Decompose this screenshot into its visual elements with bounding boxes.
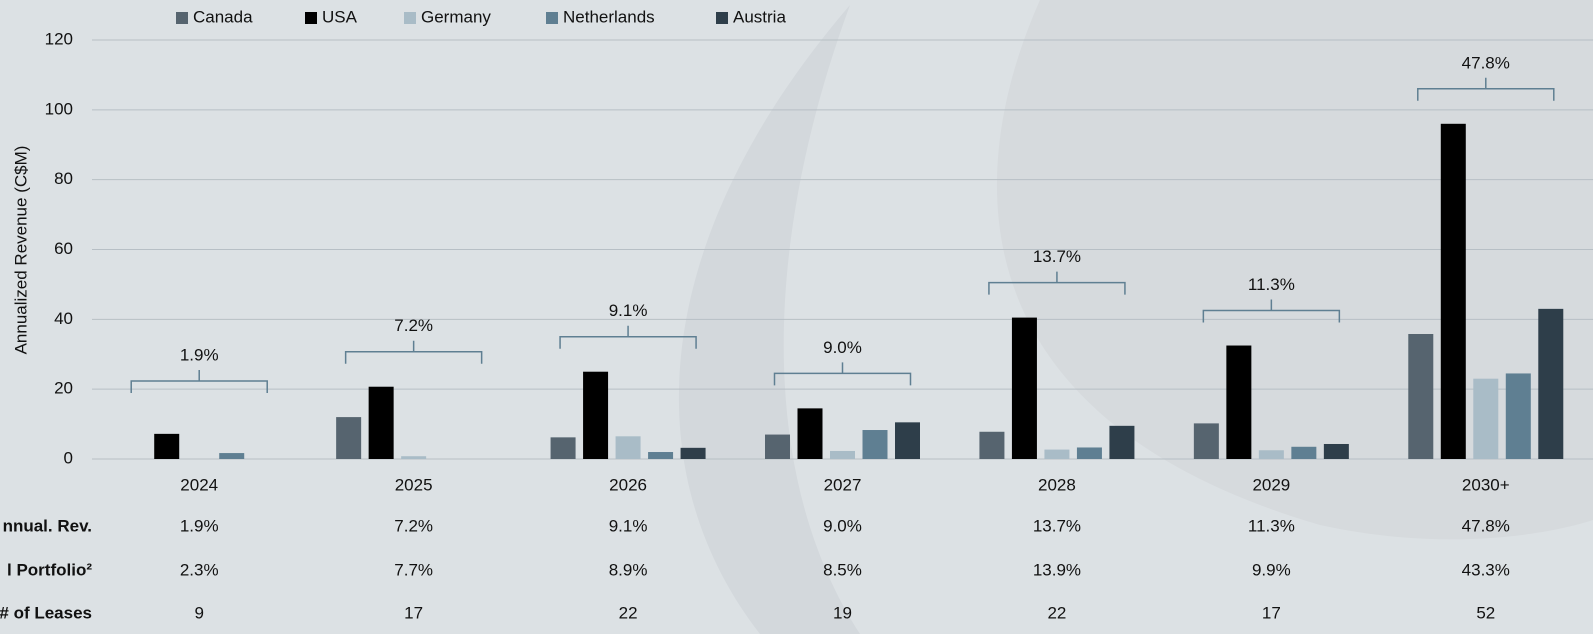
x-tick-label: 2026	[609, 475, 647, 494]
table-cell: 13.7%	[1033, 516, 1081, 535]
legend-swatch	[404, 12, 416, 24]
bar	[1011, 317, 1037, 459]
table-cell: 7.7%	[394, 560, 433, 579]
bar	[1538, 308, 1564, 459]
bar	[401, 456, 427, 459]
row-label: nnual. Rev.	[3, 516, 92, 535]
table-cell: 2.3%	[180, 560, 219, 579]
x-tick-label: 2029	[1252, 475, 1290, 494]
bar	[1291, 446, 1317, 459]
bar	[368, 386, 394, 459]
legend-label: Germany	[421, 7, 491, 26]
table-cell: 47.8%	[1462, 516, 1510, 535]
table-cell: 9	[194, 603, 203, 622]
table-cell: 52	[1476, 603, 1495, 622]
bar	[550, 437, 576, 459]
table-cell: 13.9%	[1033, 560, 1081, 579]
x-tick-label: 2030+	[1462, 475, 1510, 494]
bracket	[344, 340, 483, 364]
table-cell: 9.0%	[823, 516, 862, 535]
bar	[1226, 345, 1252, 459]
bracket-label: 1.9%	[180, 345, 219, 364]
bracket	[1417, 77, 1555, 101]
bar	[680, 447, 706, 459]
bracket-label: 13.7%	[1033, 247, 1081, 266]
y-axis-title: Annualized Revenue (C$M)	[11, 146, 30, 355]
bar	[583, 371, 609, 459]
y-tick-label: 120	[45, 29, 73, 48]
table-cell: 17	[404, 603, 423, 622]
x-tick-label: 2028	[1038, 475, 1076, 494]
x-tick-label: 2024	[180, 475, 218, 494]
legend-swatch	[716, 12, 728, 24]
table-cell: 17	[1262, 603, 1281, 622]
y-tick-label: 40	[54, 309, 73, 328]
bracket-label: 9.1%	[609, 301, 648, 320]
table-cell: 8.9%	[609, 560, 648, 579]
bar	[1109, 425, 1135, 459]
bracket-label: 47.8%	[1462, 53, 1510, 72]
bar	[615, 436, 641, 459]
bar	[1473, 378, 1499, 459]
table-cell: 1.9%	[180, 516, 219, 535]
legend-label: Netherlands	[563, 7, 655, 26]
bar	[765, 434, 790, 459]
bracket-label: 11.3%	[1248, 275, 1295, 294]
bar	[1323, 443, 1349, 459]
bar	[1193, 423, 1219, 459]
bar	[1440, 123, 1466, 460]
bar	[830, 450, 855, 459]
bar	[1076, 447, 1102, 459]
table-cell: 22	[1047, 603, 1066, 622]
bar	[862, 430, 888, 459]
row-label: l Portfolio²	[7, 560, 92, 579]
bar	[648, 452, 674, 459]
bar	[219, 453, 245, 459]
y-tick-label: 100	[45, 99, 73, 118]
bar	[154, 433, 180, 459]
table-cell: 8.5%	[823, 560, 862, 579]
legend-label: Austria	[733, 7, 786, 26]
y-tick-label: 0	[64, 448, 73, 467]
table-cell: 22	[619, 603, 638, 622]
table-cell: 7.2%	[394, 516, 433, 535]
y-tick-label: 20	[54, 379, 73, 398]
bar	[979, 431, 1005, 459]
bar	[895, 422, 920, 459]
bracket	[130, 370, 268, 393]
bar	[1408, 333, 1434, 459]
legend-label: USA	[322, 7, 358, 26]
legend-swatch	[546, 12, 558, 24]
table-cell: 9.1%	[609, 516, 648, 535]
bar	[336, 417, 362, 459]
x-tick-label: 2027	[824, 475, 862, 494]
bar	[1505, 373, 1531, 459]
bracket	[559, 325, 697, 349]
table-cell: 19	[833, 603, 852, 622]
x-tick-label: 2025	[395, 475, 433, 494]
legend-swatch	[305, 12, 317, 24]
bracket	[988, 271, 1126, 295]
bracket	[773, 362, 912, 386]
bracket	[1202, 299, 1341, 323]
bracket-label: 7.2%	[394, 316, 433, 335]
legend-swatch	[176, 12, 188, 24]
legend-label: Canada	[193, 7, 253, 26]
bar	[1044, 449, 1070, 459]
bar	[1258, 450, 1284, 459]
table-cell: 11.3%	[1248, 516, 1295, 535]
row-label: # of Leases	[0, 603, 92, 622]
table-cell: 9.9%	[1252, 560, 1291, 579]
y-tick-label: 80	[54, 169, 73, 188]
y-tick-label: 60	[54, 239, 73, 258]
bracket-label: 9.0%	[823, 338, 862, 357]
bar	[797, 408, 823, 459]
table-cell: 43.3%	[1462, 560, 1510, 579]
